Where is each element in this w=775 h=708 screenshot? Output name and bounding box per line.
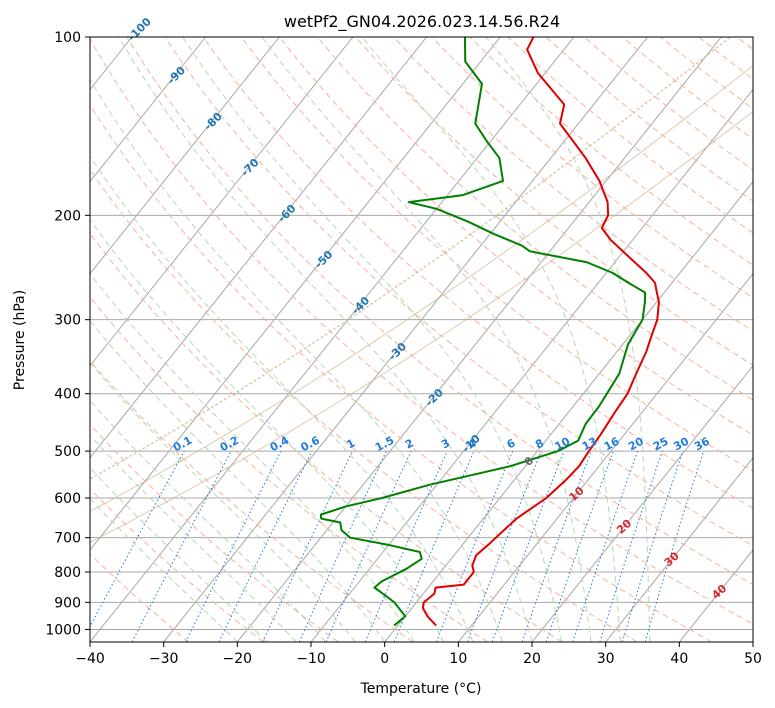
mixing-ratio-label: 13	[580, 435, 600, 454]
mixing-ratio-label: 16	[602, 435, 622, 454]
y-tick-label: 700	[54, 531, 81, 547]
dry-adiabat-line	[126, 37, 753, 586]
reference-curve	[90, 37, 731, 480]
y-tick-label: 100	[54, 30, 81, 46]
isotherm-line	[90, 37, 354, 367]
y-tick-label: 600	[54, 491, 81, 507]
x-tick-label: −40	[75, 651, 105, 667]
isotherm-line	[90, 37, 280, 275]
mixing-ratio-line	[467, 450, 542, 642]
dewpoint-profile-line	[319, 37, 647, 627]
dry-adiabat-line	[90, 359, 414, 642]
reference-curve	[90, 64, 753, 512]
dry-adiabat-line	[90, 296, 488, 642]
dry-adiabat-line	[90, 168, 638, 642]
isotherm-line	[90, 37, 501, 551]
x-tick-label: −30	[149, 651, 179, 667]
dry-adiabat-line	[393, 37, 753, 332]
mixing-ratio-label: 10	[553, 435, 573, 454]
x-tick-label: −20	[223, 651, 253, 667]
mixing-ratio-line	[90, 450, 185, 628]
x-tick-label: −10	[296, 651, 326, 667]
mixing-ratio-line	[572, 450, 639, 642]
dry-adiabat-line	[90, 38, 753, 625]
plot-frame	[89, 36, 754, 643]
moist-adiabat-line	[90, 361, 356, 642]
temperature-profile-line	[421, 37, 660, 627]
y-tick-label: 400	[54, 387, 81, 403]
moist-adiabat-line	[485, 37, 651, 642]
dry-adiabat-line	[90, 232, 563, 642]
x-tick-label: 20	[523, 651, 541, 667]
dry-adiabat-line	[202, 37, 753, 509]
dry-adiabat-line	[164, 37, 753, 547]
mixing-ratio-line	[435, 450, 514, 642]
moist-adiabat-line	[90, 78, 504, 642]
mixing-ratio-line	[521, 450, 592, 642]
moist-adiabat-line	[90, 155, 474, 642]
moist-adiabat-line	[90, 272, 415, 642]
moist-adiabat-line	[182, 37, 562, 642]
isotherm-line	[90, 37, 207, 183]
mixing-ratio-line	[599, 450, 663, 642]
mixing-ratio-line	[644, 450, 705, 642]
reference-curve	[90, 110, 753, 543]
mixing-ratio-line	[185, 450, 282, 642]
x-tick-label: 50	[744, 651, 762, 667]
dry-adiabat-line	[90, 553, 190, 642]
dry-adiabat-line	[90, 423, 339, 642]
moist-adiabat-line	[90, 218, 445, 642]
mixing-ratio-label: 30	[671, 435, 691, 454]
moist-adiabat-line	[361, 37, 621, 642]
mixing-ratio-line	[621, 450, 684, 642]
isotherm-line	[90, 37, 575, 642]
y-tick-label: 1000	[45, 622, 81, 638]
y-tick-label: 900	[54, 595, 81, 611]
dry-adiabat-line	[317, 37, 753, 401]
x-axis-ticks: −40 −30 −20 −10 0 10 20 30 40 50	[75, 642, 762, 667]
mixing-ratio-label: 36	[692, 435, 712, 454]
y-axis-ticks: 100 200 300 400 500 600 700 800 900 1000	[45, 30, 90, 638]
isotherm-line	[384, 180, 753, 642]
moist-adiabat-line	[261, 37, 592, 642]
chart-title: wetPf2_GN04.2026.023.14.56.R24	[284, 12, 560, 32]
x-tick-label: 10	[449, 651, 467, 667]
moist-adiabat-line	[90, 434, 297, 642]
y-tick-label: 800	[54, 565, 81, 581]
x-axis-label: Temperature (°C)	[360, 681, 482, 697]
dry-adiabat-line	[90, 104, 712, 642]
isotherm-line	[90, 37, 428, 459]
plot-area	[90, 37, 753, 642]
isotherm-line	[605, 457, 753, 642]
isotherm-line	[163, 37, 649, 642]
y-tick-label: 500	[54, 444, 81, 460]
mixing-ratio-label: 20	[626, 435, 646, 454]
moist-adiabat-line	[90, 498, 238, 642]
y-tick-label: 200	[54, 208, 81, 224]
mixing-ratio-line	[545, 450, 614, 642]
isotherm-line	[531, 364, 753, 642]
mixing-ratio-line	[491, 450, 565, 642]
y-tick-label: 300	[54, 313, 81, 329]
mixing-ratio-line	[364, 450, 448, 642]
x-tick-label: 0	[380, 651, 389, 667]
mixing-ratio-label: 25	[651, 435, 671, 454]
moist-adiabat-line	[90, 467, 268, 642]
moist-adiabat-line	[118, 37, 533, 642]
x-tick-label: 40	[670, 651, 688, 667]
isotherm-line	[236, 37, 722, 642]
y-axis-label: Pressure (hPa)	[12, 290, 28, 390]
x-tick-label: 30	[597, 651, 615, 667]
moist-adiabat-line	[90, 319, 386, 642]
isotherm-line	[457, 272, 753, 642]
